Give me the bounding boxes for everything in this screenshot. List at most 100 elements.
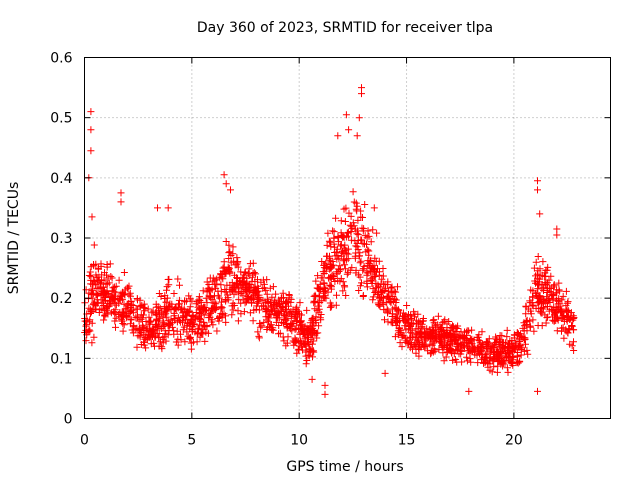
data-point: [155, 290, 163, 297]
data-point: [315, 302, 322, 310]
data-point: [321, 294, 329, 302]
data-point: [255, 306, 263, 314]
data-point: [250, 287, 258, 295]
data-point: [385, 294, 393, 302]
data-point: [409, 320, 417, 327]
data-point: [314, 298, 322, 306]
data-point: [218, 304, 226, 312]
data-point: [120, 269, 128, 276]
data-point: [249, 317, 257, 325]
data-point: [540, 297, 548, 305]
data-point: [267, 321, 275, 329]
data-point: [256, 323, 264, 331]
data-point: [420, 328, 428, 336]
data-point: [337, 217, 345, 225]
data-point: [295, 345, 303, 353]
data-point: [129, 302, 137, 309]
data-point: [553, 289, 561, 297]
data-point: [110, 308, 118, 316]
y-tick-label: 0: [64, 412, 73, 428]
data-point: [399, 312, 407, 320]
data-point: [302, 348, 310, 356]
y-tick-label: 0.3: [50, 231, 72, 247]
data-point: [107, 273, 115, 280]
data-point: [94, 291, 101, 299]
data-point: [225, 241, 233, 249]
data-point: [221, 268, 229, 276]
data-point: [378, 294, 386, 302]
data-point: [570, 347, 578, 354]
data-point: [478, 328, 486, 336]
data-point: [404, 339, 412, 347]
data-point: [313, 306, 321, 314]
data-point: [254, 328, 262, 336]
data-point: [92, 305, 100, 313]
data-point: [292, 305, 300, 313]
data-point: [419, 317, 427, 325]
data-point: [378, 275, 386, 283]
data-point: [188, 316, 196, 324]
data-point: [503, 333, 511, 341]
data-point: [323, 252, 330, 260]
data-point: [308, 340, 316, 348]
data-point: [559, 292, 567, 300]
data-point: [222, 318, 230, 326]
data-point: [333, 245, 341, 253]
data-point: [498, 332, 506, 340]
data-point: [129, 329, 137, 337]
data-point: [212, 300, 220, 308]
data-point: [227, 186, 234, 194]
data-point: [533, 299, 541, 307]
data-point: [103, 263, 111, 271]
data-point: [327, 303, 335, 311]
data-point: [403, 302, 411, 309]
data-point: [87, 289, 95, 297]
data-point: [356, 252, 363, 260]
data-point: [397, 329, 405, 337]
data-point: [558, 327, 565, 335]
data-point: [544, 303, 551, 310]
data-point: [309, 353, 316, 361]
data-point: [229, 306, 237, 314]
data-point: [279, 333, 287, 341]
data-point: [235, 296, 243, 304]
data-point: [481, 359, 489, 366]
data-point: [369, 226, 377, 234]
data-point: [259, 296, 267, 304]
data-point: [570, 314, 578, 322]
data-point: [570, 338, 577, 346]
data-point: [332, 214, 340, 222]
data-point: [126, 308, 134, 316]
data-point: [329, 227, 337, 235]
data-point: [223, 281, 231, 289]
data-point: [150, 339, 158, 347]
data-point: [174, 275, 182, 283]
data-point: [136, 303, 144, 311]
data-point: [240, 308, 248, 316]
data-point: [553, 225, 561, 233]
data-point: [135, 325, 143, 333]
data-point: [529, 287, 537, 295]
data-point: [162, 298, 170, 306]
data-point: [364, 227, 372, 235]
data-point: [317, 311, 325, 318]
data-point: [550, 317, 558, 325]
data-point: [336, 277, 344, 285]
data-point: [155, 342, 163, 350]
data-point: [492, 333, 500, 341]
data-point: [499, 339, 507, 346]
data-point: [343, 270, 351, 278]
data-point: [539, 296, 547, 303]
data-point: [355, 114, 363, 122]
data-point: [165, 281, 173, 289]
data-point: [358, 84, 365, 92]
data-point: [340, 282, 348, 290]
data-point: [324, 229, 332, 237]
data-point: [98, 271, 106, 279]
data-point: [268, 306, 275, 314]
data-point: [495, 354, 503, 362]
data-point: [365, 251, 373, 259]
data-point: [143, 334, 151, 342]
data-point: [398, 333, 406, 341]
data-point: [392, 299, 400, 306]
